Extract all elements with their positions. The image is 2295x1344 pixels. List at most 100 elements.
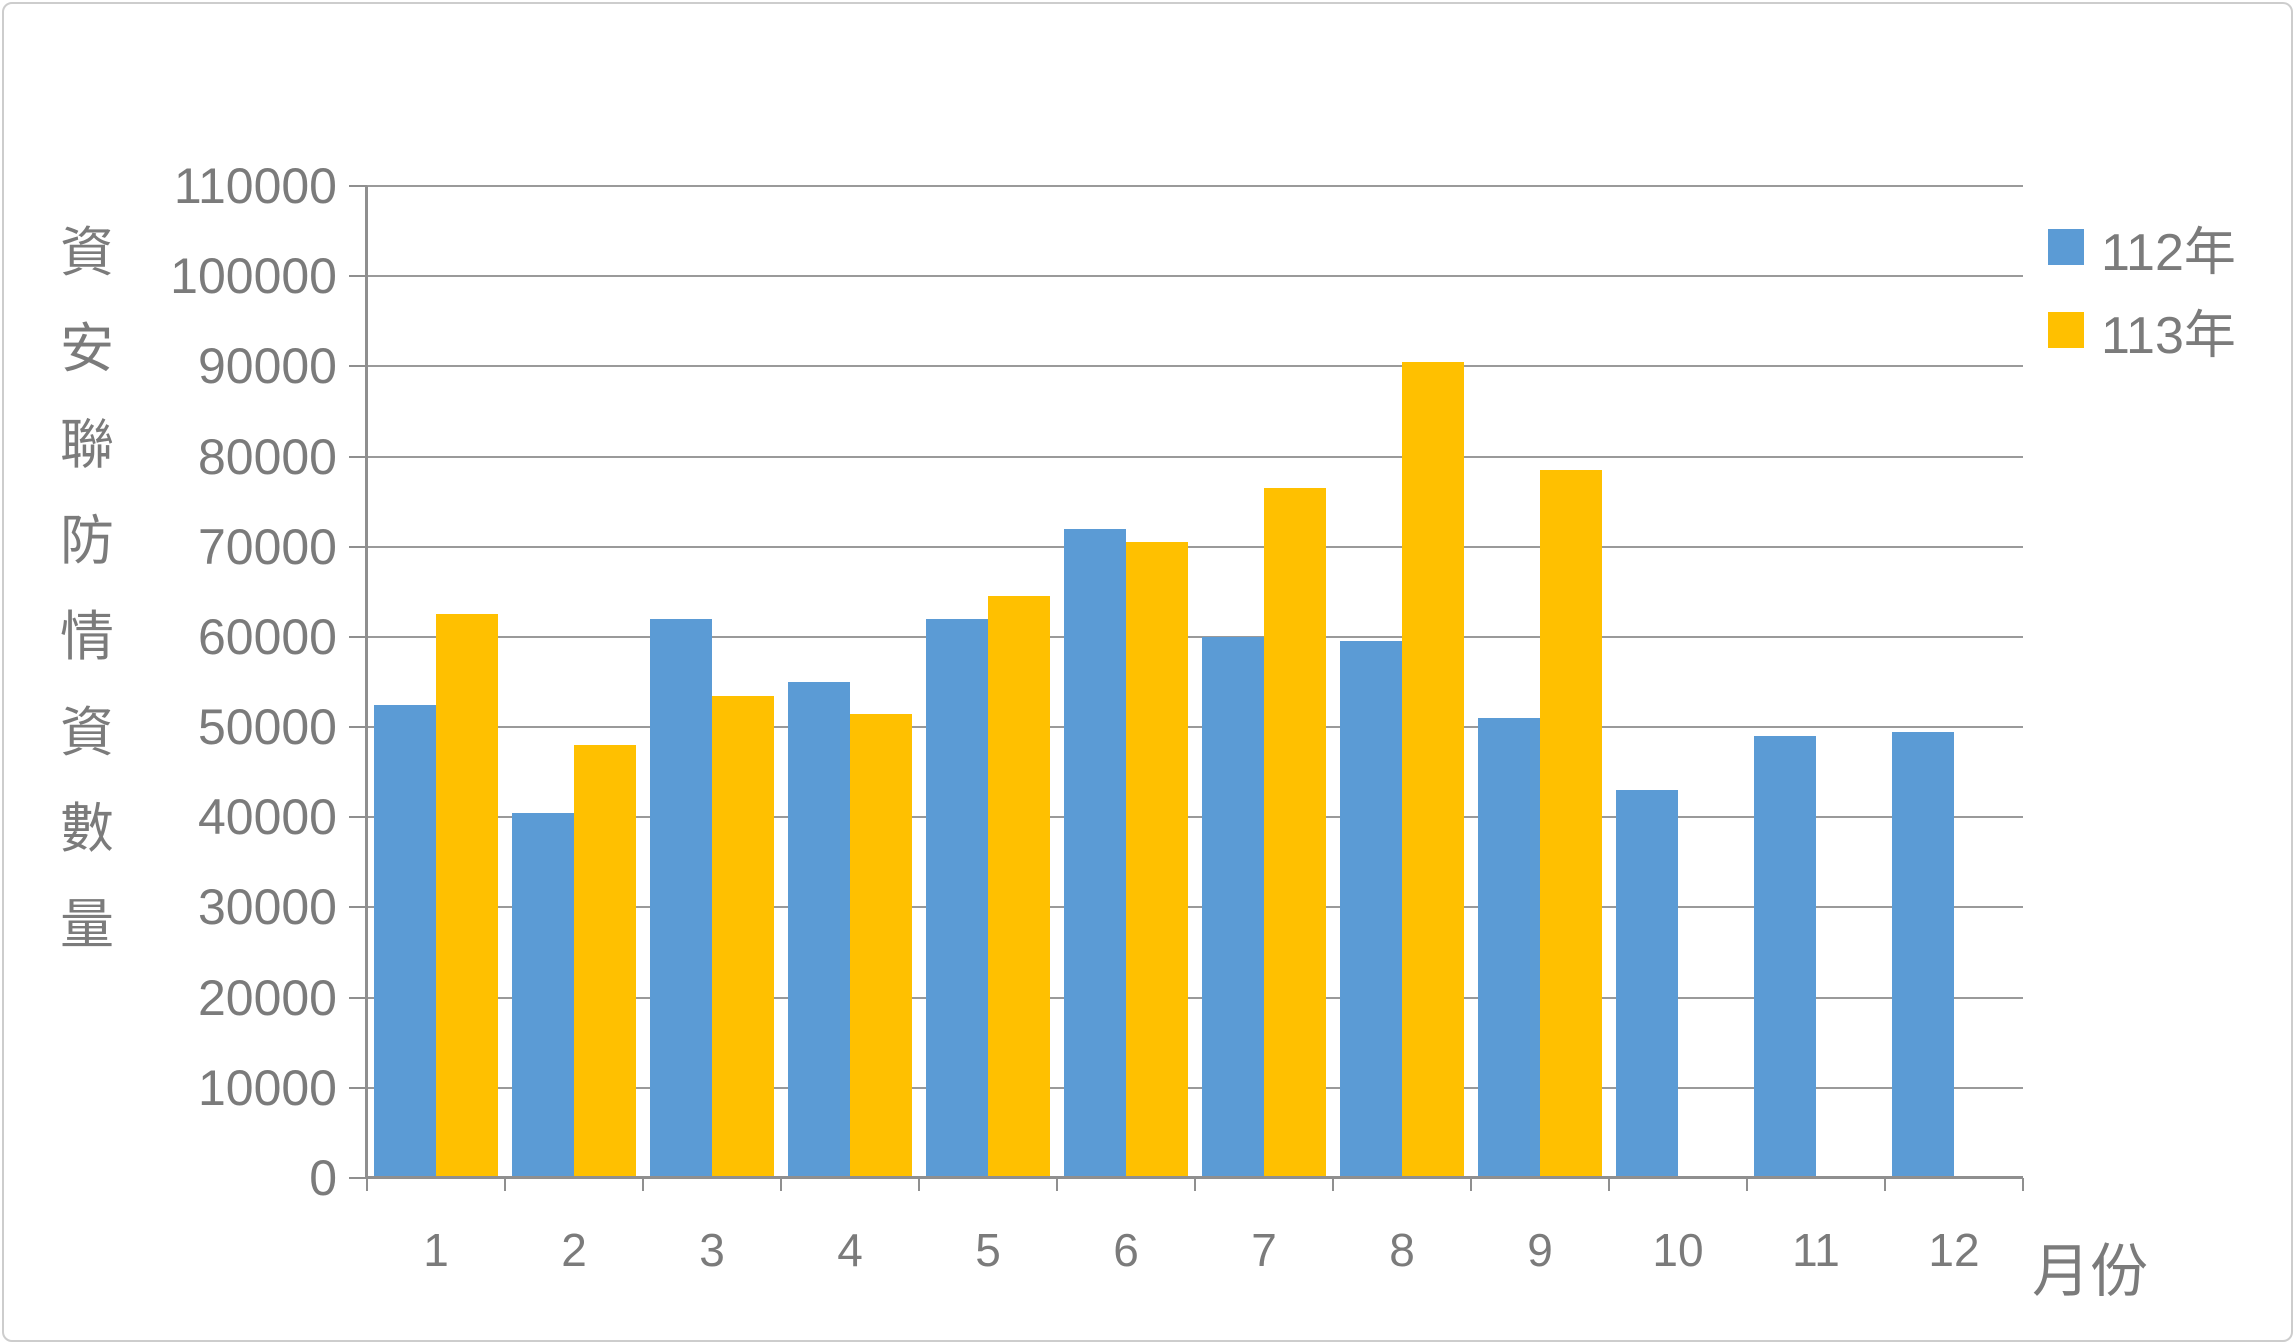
y-tickmark-80000 xyxy=(349,455,367,458)
y-tick-label-110000: 110000 xyxy=(173,158,337,214)
y-axis-title-char: 量 xyxy=(60,895,114,955)
y-tickmark-10000 xyxy=(349,1086,367,1089)
gridline-50000 xyxy=(367,726,2023,729)
y-tickmark-60000 xyxy=(349,635,367,638)
y-tick-label-20000: 20000 xyxy=(197,969,337,1026)
bar-112年-month-1 xyxy=(374,704,436,1178)
x-tick-label-3: 3 xyxy=(699,1224,725,1276)
y-tickmark-20000 xyxy=(349,996,367,999)
legend-label: 113年 xyxy=(2101,306,2236,365)
x-axis-line xyxy=(365,1176,2023,1179)
y-tickmark-30000 xyxy=(349,906,367,909)
bar-113年-month-3 xyxy=(712,695,774,1178)
x-tick-label-7: 7 xyxy=(1251,1224,1277,1276)
bar-112年-month-3 xyxy=(650,618,712,1178)
x-tick-label-12: 12 xyxy=(1928,1224,1980,1276)
gridline-70000 xyxy=(367,545,2023,548)
bar-112年-month-5 xyxy=(926,618,988,1178)
bar-112年-month-9 xyxy=(1478,718,1540,1178)
legend-swatch-icon xyxy=(2048,229,2084,265)
bar-113年-month-8 xyxy=(1402,361,1464,1178)
gridline-110000 xyxy=(367,185,2023,187)
bar-112年-month-4 xyxy=(788,682,850,1178)
gridline-100000 xyxy=(367,275,2023,278)
y-tick-label-100000: 100000 xyxy=(170,248,337,305)
bar-112年-month-12 xyxy=(1892,731,1954,1178)
y-axis-title-char: 安 xyxy=(60,319,114,379)
x-axis-title: 月份 xyxy=(2032,1239,2149,1304)
gridline-10000 xyxy=(367,1086,2023,1089)
x-tickmark-2 xyxy=(642,1178,644,1191)
y-axis-title: 資安聯防情資數量 xyxy=(55,226,119,952)
x-tickmark-4 xyxy=(918,1178,920,1191)
y-tickmark-70000 xyxy=(349,545,367,548)
bar-113年-month-5 xyxy=(988,596,1050,1178)
bar-113年-month-2 xyxy=(574,745,636,1178)
y-tickmark-0 xyxy=(349,1177,367,1179)
x-tickmark-10 xyxy=(1746,1178,1748,1191)
y-tickmark-50000 xyxy=(349,726,367,729)
bar-113年-month-1 xyxy=(436,614,498,1178)
x-tick-label-9: 9 xyxy=(1527,1224,1553,1276)
legend: 112年 113年 xyxy=(2048,222,2236,388)
x-tick-label-4: 4 xyxy=(837,1224,863,1276)
x-tickmark-9 xyxy=(1608,1178,1610,1191)
y-axis-title-char: 防 xyxy=(60,511,114,571)
y-tickmark-110000 xyxy=(349,185,367,187)
y-axis-title-char: 資 xyxy=(60,703,114,763)
gridline-60000 xyxy=(367,635,2023,638)
bar-112年-month-7 xyxy=(1202,636,1264,1178)
y-tickmark-40000 xyxy=(349,816,367,819)
y-axis-title-char: 資 xyxy=(60,223,114,283)
y-tick-label-0: 0 xyxy=(309,1150,337,1206)
y-axis-title-char: 情 xyxy=(60,607,114,667)
y-tick-label-10000: 10000 xyxy=(197,1059,337,1116)
y-tick-label-40000: 40000 xyxy=(197,789,337,846)
y-tickmark-100000 xyxy=(349,275,367,278)
x-tickmark-3 xyxy=(780,1178,782,1191)
x-tick-label-5: 5 xyxy=(975,1224,1001,1276)
y-tick-label-60000: 60000 xyxy=(197,608,337,665)
y-axis-title-char: 聯 xyxy=(60,415,114,475)
x-tick-label-2: 2 xyxy=(561,1224,587,1276)
y-axis-title-char: 數 xyxy=(60,799,114,859)
bar-113年-month-7 xyxy=(1264,488,1326,1178)
gridline-40000 xyxy=(367,816,2023,819)
legend-label: 112年 xyxy=(2101,223,2236,282)
bar-112年-month-2 xyxy=(512,812,574,1178)
x-tickmark-7 xyxy=(1332,1178,1334,1191)
bar-112年-month-11 xyxy=(1754,736,1816,1178)
y-tick-label-80000: 80000 xyxy=(197,428,337,485)
x-tick-label-10: 10 xyxy=(1652,1224,1704,1276)
bar-113年-month-9 xyxy=(1540,470,1602,1178)
legend-swatch-icon xyxy=(2048,312,2084,348)
x-tickmark-11 xyxy=(1884,1178,1886,1191)
y-axis-line xyxy=(365,186,368,1178)
x-tickmark-8 xyxy=(1470,1178,1472,1191)
x-tick-label-8: 8 xyxy=(1389,1224,1415,1276)
gridline-90000 xyxy=(367,365,2023,368)
legend-item-112年: 112年 xyxy=(2048,222,2236,282)
x-tickmark-6 xyxy=(1194,1178,1196,1191)
x-tickmark-1 xyxy=(504,1178,506,1191)
y-tickmark-90000 xyxy=(349,365,367,368)
x-tickmark-12 xyxy=(2022,1178,2024,1191)
bar-113年-month-4 xyxy=(850,713,912,1178)
x-tickmark-0 xyxy=(366,1178,368,1191)
y-tick-label-50000: 50000 xyxy=(197,699,337,756)
legend-item-113年: 113年 xyxy=(2048,305,2236,365)
gridline-80000 xyxy=(367,455,2023,458)
y-tick-label-30000: 30000 xyxy=(197,879,337,936)
x-tick-label-1: 1 xyxy=(423,1224,449,1276)
x-tick-label-6: 6 xyxy=(1113,1224,1139,1276)
bar-112年-month-10 xyxy=(1616,790,1678,1178)
x-tickmark-5 xyxy=(1056,1178,1058,1191)
bar-112年-month-6 xyxy=(1064,528,1126,1178)
y-tick-label-90000: 90000 xyxy=(197,338,337,395)
bar-112年-month-8 xyxy=(1340,641,1402,1178)
gridline-30000 xyxy=(367,906,2023,909)
gridline-20000 xyxy=(367,996,2023,999)
x-tick-label-11: 11 xyxy=(1792,1224,1840,1276)
y-tick-label-70000: 70000 xyxy=(197,518,337,575)
